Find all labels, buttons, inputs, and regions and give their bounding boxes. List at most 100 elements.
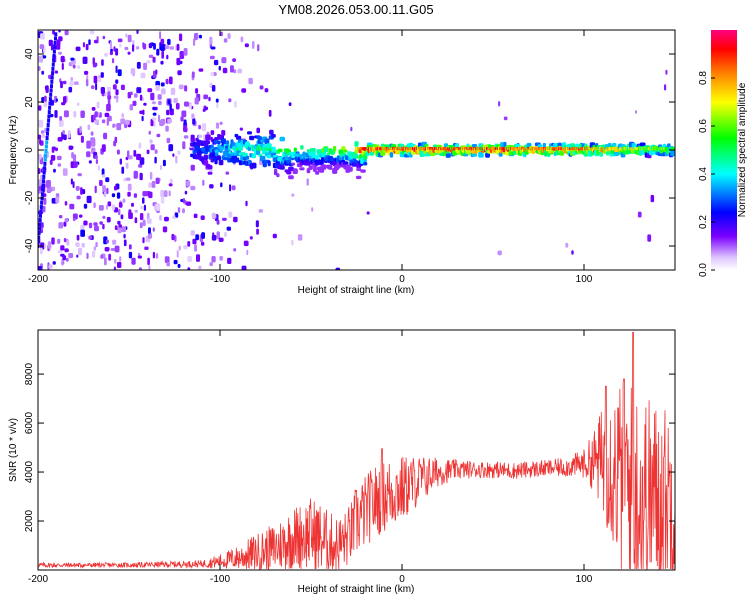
heatmap-cell (211, 212, 216, 219)
heatmap-cell (40, 192, 44, 197)
heatmap-cell (209, 184, 214, 189)
heatmap-cell (120, 84, 125, 91)
heatmap-cell (38, 134, 42, 140)
y-tick-label: 20 (24, 96, 35, 108)
heatmap-cell (571, 147, 575, 151)
heatmap-cell (442, 147, 446, 151)
heatmap-cell (122, 198, 126, 203)
heatmap-cell (222, 151, 229, 157)
x-tick-label: 100 (576, 574, 593, 585)
heatmap-cell (127, 191, 131, 197)
heatmap-cell (306, 160, 311, 166)
heatmap-cell (540, 147, 544, 151)
heatmap-cell (54, 70, 59, 74)
heatmap-cell (72, 181, 75, 188)
heatmap-cell (113, 123, 116, 128)
heatmap-cell (104, 112, 110, 118)
heatmap-cell (236, 135, 242, 140)
heatmap-cell (131, 202, 134, 207)
heatmap-cell (233, 248, 237, 252)
heatmap-cell (182, 141, 186, 150)
heatmap-cell (74, 81, 79, 85)
heatmap-cell (57, 250, 63, 254)
heatmap-cell (209, 55, 215, 60)
heatmap-cell (400, 147, 404, 151)
heatmap-cell (41, 70, 45, 75)
x-tick-label: -100 (210, 274, 230, 285)
heatmap-cell (226, 140, 230, 145)
heatmap-cell (59, 215, 63, 219)
heatmap-cell (115, 79, 119, 84)
heatmap-cell (53, 168, 56, 173)
heatmap-cell (300, 145, 304, 150)
heatmap-cell (142, 237, 145, 244)
heatmap-cell (77, 173, 82, 177)
x-axis-label-bottom: Height of straight line (km) (298, 584, 415, 595)
heatmap-cell (48, 264, 53, 269)
heatmap-cell (565, 242, 569, 248)
heatmap-cell (153, 121, 156, 127)
heatmap-cell (471, 153, 477, 157)
heatmap-cell (43, 100, 48, 108)
heatmap-cell (184, 200, 187, 205)
heatmap-cell (125, 156, 129, 161)
heatmap-cell (64, 248, 69, 253)
heatmap-cell (112, 84, 117, 90)
heatmap-cell (47, 118, 51, 123)
heatmap-cell (277, 148, 283, 153)
heatmap-cell (216, 231, 220, 240)
heatmap-cell (56, 155, 62, 161)
heatmap-cell (650, 194, 655, 203)
heatmap-cell (187, 241, 191, 247)
heatmap-cell (68, 145, 74, 150)
heatmap-cell (225, 171, 230, 175)
heatmap-cell (159, 215, 162, 221)
heatmap-cell (237, 68, 242, 74)
heatmap-cell (156, 133, 161, 138)
heatmap-cell (308, 165, 313, 170)
heatmap-cell (194, 145, 200, 152)
heatmap-cell (38, 218, 42, 223)
heatmap-cell (105, 177, 110, 183)
heatmap-cell (76, 254, 79, 258)
heatmap-cell (68, 253, 74, 259)
heatmap-cell (128, 209, 132, 214)
heatmap-cell (69, 80, 74, 86)
heatmap-cell (40, 200, 44, 205)
heatmap-cell (38, 119, 44, 128)
heatmap-cell (133, 150, 137, 157)
heatmap-cell (104, 52, 108, 57)
heatmap-cell (186, 180, 191, 187)
heatmap-cell (249, 236, 253, 240)
heatmap-cell (58, 119, 64, 127)
heatmap-cell (244, 43, 249, 48)
heatmap-cell (292, 168, 298, 174)
colorbar: 0.0 0.2 0.4 0.6 0.8 Normalized spectral ampl… (698, 30, 748, 277)
heatmap-cell (39, 138, 42, 145)
heatmap-cell (192, 238, 197, 245)
heatmap-cell (54, 36, 57, 41)
heatmap-cell (106, 103, 111, 112)
heatmap-cell (140, 205, 143, 210)
heatmap-cell (177, 207, 181, 213)
heatmap-cell (271, 146, 276, 152)
heatmap-cell (177, 150, 181, 155)
heatmap-cell (311, 207, 314, 212)
heatmap-cell (160, 60, 164, 65)
heatmap-cell (332, 160, 337, 167)
heatmap-cell (57, 163, 62, 167)
heatmap-cell (314, 159, 320, 165)
heatmap-cell (38, 266, 43, 270)
heatmap-cell (89, 30, 95, 35)
heatmap-cell (116, 123, 122, 131)
heatmap-cell (94, 225, 99, 232)
heatmap-cell (613, 151, 619, 157)
heatmap-cell (203, 154, 208, 160)
heatmap-cell (276, 173, 280, 178)
x-tick-label: -100 (210, 574, 230, 585)
heatmap-cell (357, 147, 361, 151)
heatmap-cell (53, 41, 57, 45)
y-tick-label: -20 (24, 190, 35, 205)
heatmap-cell (108, 253, 112, 261)
heatmap-cell (433, 147, 437, 151)
